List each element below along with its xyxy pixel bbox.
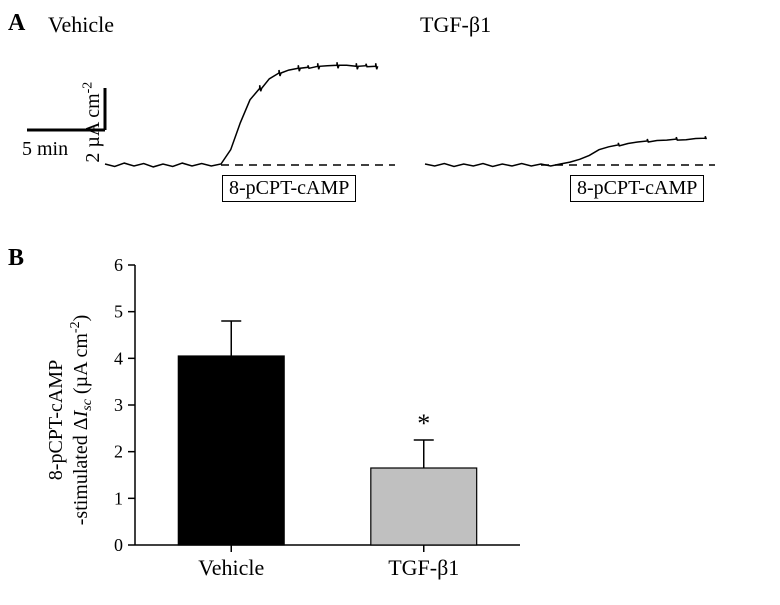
vehicle-stim-label: 8-pCPT-cAMP [222,175,356,202]
vehicle-trace [100,35,400,180]
scale-y-sup: -2 [80,82,95,94]
bar-tgf-β1 [371,468,477,545]
xaxis-label-tgfb1: TGF-β1 [388,555,459,580]
ytick-label: 2 [114,442,123,462]
tgfb1-trace [420,35,720,180]
panel-b: B 8-pCPT-cAMP -stimulated ΔIsc (µA cm-2)… [0,245,550,595]
xaxis-label-vehicle: Vehicle [198,555,264,580]
y-axis-label-line2: -stimulated ΔIsc (µA cm-2) [68,315,95,526]
ytick-label: 3 [114,395,123,415]
ytick-label: 1 [114,488,123,508]
significance-marker: * [417,409,430,438]
bar-chart: 8-pCPT-cAMP -stimulated ΔIsc (µA cm-2) 0… [0,245,550,595]
panel-a-label: A [8,10,25,37]
tgfb1-suffix: 1 [480,12,491,37]
ytick-label: 5 [114,302,123,322]
panel-b-label: B [8,245,24,272]
tgfb1-stim-label: 8-pCPT-cAMP [570,175,704,202]
tgfb1-prefix: TGF- [420,12,469,37]
panel-a: A Vehicle TGF-β1 5 min 2 µA cm-2 8-pCPT-… [0,10,780,240]
tgfb1-greek: β [469,12,480,37]
scale-x-label: 5 min [22,138,68,161]
y-axis-label-line1: 8-pCPT-cAMP [45,360,67,480]
ytick-label: 0 [114,535,123,555]
ytick-label: 6 [114,255,123,275]
ytick-label: 4 [114,348,123,368]
bar-vehicle [178,356,284,545]
